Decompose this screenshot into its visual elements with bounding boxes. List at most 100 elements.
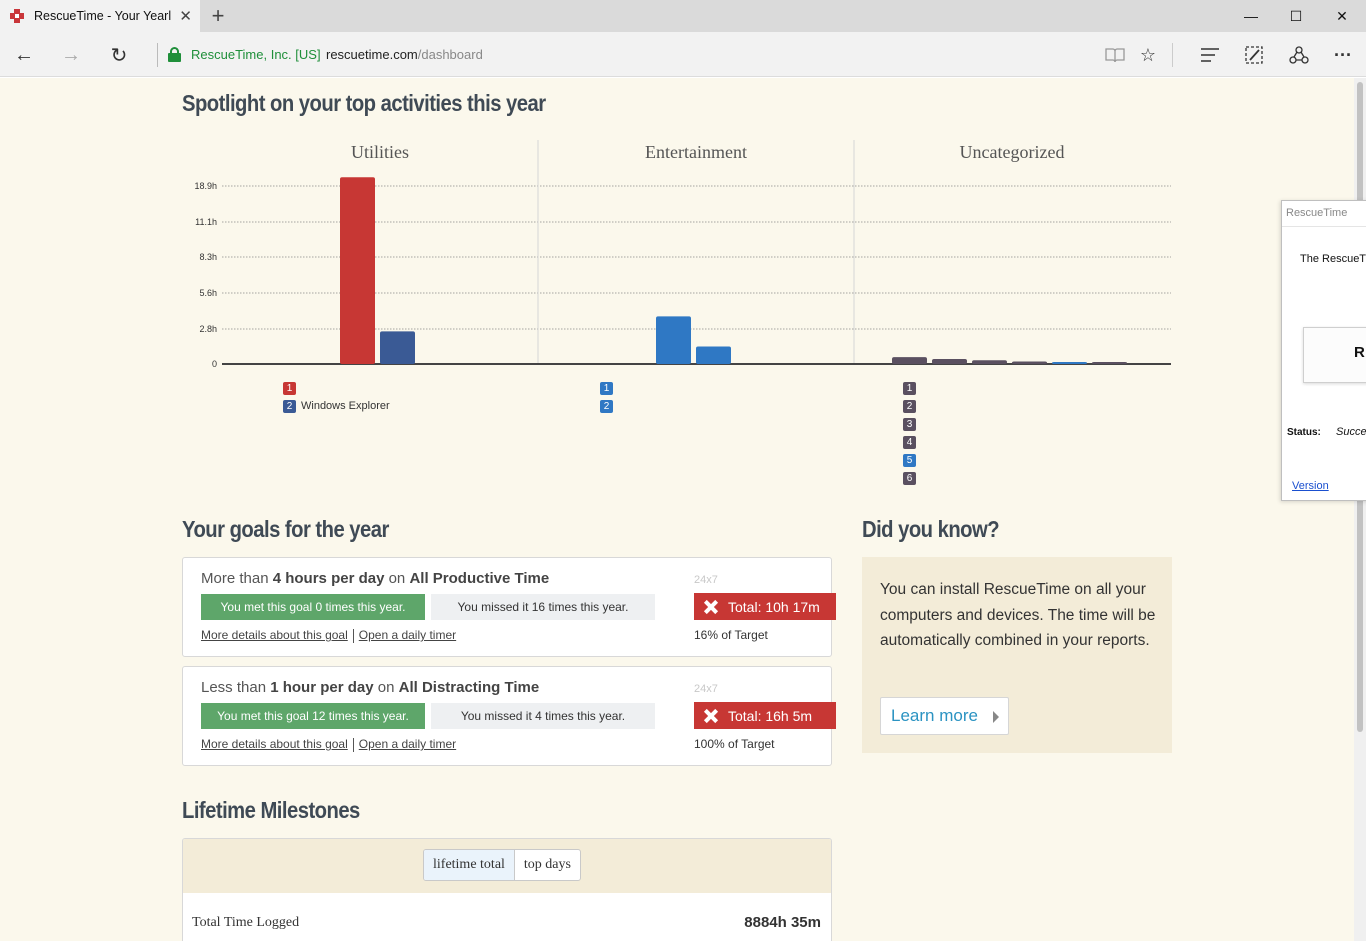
back-icon[interactable]: ← xyxy=(14,43,34,66)
nav-separator xyxy=(157,43,158,67)
address-bar[interactable]: rescuetime.com/dashboard xyxy=(326,47,483,62)
y-tick-label: 5.6h xyxy=(199,288,217,298)
favorites-star-icon[interactable]: ☆ xyxy=(1139,44,1157,65)
new-tab-icon[interactable]: + xyxy=(211,3,225,28)
fail-x-icon xyxy=(704,600,718,614)
bar-utilities-1 xyxy=(340,177,375,364)
legend-item: 2 xyxy=(600,397,618,415)
popup-title: RescueTime xyxy=(1286,207,1348,219)
goal-card-productive: More than 4 hours per day on All Product… xyxy=(182,557,836,657)
milestone-row-label: Total Time Logged xyxy=(192,915,300,930)
legend-utilities: 1 2 Windows Explorer xyxy=(283,379,390,415)
goal-percent: 100% of Target xyxy=(694,737,775,751)
refresh-icon[interactable]: ↻ xyxy=(110,44,128,67)
popup-message: The RescueTi xyxy=(1300,253,1366,265)
fail-x-icon xyxy=(704,709,718,723)
forward-icon[interactable]: → xyxy=(61,43,81,66)
milestone-row-value: 8884h 35m xyxy=(744,914,821,931)
goal-met-bar: You met this goal 0 times this year. xyxy=(201,594,425,620)
web-note-icon[interactable] xyxy=(1241,42,1267,68)
goal-details-link[interactable]: More details about this goal xyxy=(201,737,348,751)
did-you-know-title: Did you know? xyxy=(862,516,1000,542)
legend-rank-badge: 1 xyxy=(903,381,916,395)
goal-title: More than 4 hours per day on All Product… xyxy=(201,570,550,587)
url-domain: rescuetime.com xyxy=(326,47,418,62)
y-tick-label: 8.3h xyxy=(199,252,217,262)
learn-more-button[interactable]: Learn more xyxy=(880,697,1009,735)
goal-missed-bar: You missed it 4 times this year. xyxy=(431,703,655,729)
goal-links: More details about this goal Open a daily… xyxy=(201,737,456,752)
goal-details-link[interactable]: More details about this goal xyxy=(201,628,348,642)
close-window-icon[interactable]: ✕ xyxy=(1336,7,1348,24)
milestones-title: Lifetime Milestones xyxy=(182,797,360,823)
rescuetime-favicon-icon xyxy=(10,9,24,23)
legend-rank-badge: 2 xyxy=(283,399,296,413)
popup-status-value: Succe xyxy=(1336,426,1366,438)
legend-rank-badge: 4 xyxy=(903,435,916,449)
hub-icon[interactable] xyxy=(1197,42,1223,68)
did-you-know-text: You can install RescueTime on all your c… xyxy=(880,581,1156,649)
goal-total-badge: Total: 16h 5m xyxy=(694,702,836,729)
chart-bars xyxy=(340,177,1127,364)
legend-rank-badge: 2 xyxy=(600,399,613,413)
popup-status-label: Status: xyxy=(1287,427,1321,438)
legend-item: 1 xyxy=(903,379,921,397)
goal-missed-bar: You missed it 16 times this year. xyxy=(431,594,655,620)
close-tab-icon[interactable]: ✕ xyxy=(179,8,192,25)
tab-top-days[interactable]: top days xyxy=(523,857,571,872)
browser-tab[interactable]: RescueTime - Your Yearl ✕ xyxy=(0,0,200,32)
legend-uncategorized: 1 2 3 4 5 6 xyxy=(903,379,921,487)
bar-uncategorized-3 xyxy=(972,360,1007,364)
legend-item: 1 xyxy=(600,379,618,397)
certificate-label[interactable]: RescueTime, Inc. [US] xyxy=(191,47,321,62)
bar-entertainment-1 xyxy=(656,316,691,364)
category-label: Utilities xyxy=(351,142,409,162)
legend-item: 3 xyxy=(903,415,921,433)
legend-item: 2 xyxy=(903,397,921,415)
daily-timer-link[interactable]: Open a daily timer xyxy=(358,737,457,751)
legend-label: Windows Explorer xyxy=(301,400,390,412)
more-icon[interactable]: ··· xyxy=(1334,44,1352,65)
goal-schedule: 24x7 xyxy=(694,683,718,695)
legend-rank-badge: 1 xyxy=(600,381,613,395)
legend-rank-badge: 5 xyxy=(903,453,916,467)
minimize-icon[interactable]: — xyxy=(1244,8,1258,24)
title-bar: RescueTime - Your Yearl ✕ + — ☐ ✕ xyxy=(0,0,1366,32)
share-icon[interactable] xyxy=(1286,42,1312,68)
daily-timer-link[interactable]: Open a daily timer xyxy=(358,628,457,642)
navigation-bar: ← → ↻ RescueTime, Inc. [US] rescuetime.c… xyxy=(0,32,1366,77)
legend-item: 4 xyxy=(903,433,921,451)
goal-percent: 16% of Target xyxy=(694,628,768,642)
y-tick-label: 0 xyxy=(212,359,217,369)
spotlight-title: Spotlight on your top activities this ye… xyxy=(182,90,546,116)
rescuetime-popup-window: RescueTime The RescueTi R Status: Succe … xyxy=(1281,200,1366,501)
y-tick-label: 11.1h xyxy=(195,217,217,227)
lock-icon[interactable] xyxy=(168,47,181,62)
goals-title: Your goals for the year xyxy=(182,516,389,542)
legend-rank-badge: 6 xyxy=(903,471,916,485)
legend-rank-badge: 1 xyxy=(283,381,296,395)
goal-schedule: 24x7 xyxy=(694,574,718,586)
bar-uncategorized-6 xyxy=(1092,362,1127,364)
reading-view-icon[interactable] xyxy=(1102,42,1128,68)
popup-version-link[interactable]: Version xyxy=(1292,480,1329,492)
bar-uncategorized-5 xyxy=(1052,362,1087,364)
bar-utilities-2 xyxy=(380,331,415,364)
page-content: Spotlight on your top activities this ye… xyxy=(0,78,1354,941)
category-label: Entertainment xyxy=(645,142,747,162)
milestones-panel: lifetime total top days Total Time Logge… xyxy=(182,838,832,941)
goal-met-bar: You met this goal 12 times this year. xyxy=(201,703,425,729)
milestones-tabs: lifetime total top days xyxy=(423,849,581,881)
popup-button[interactable]: R xyxy=(1303,327,1366,383)
category-label: Uncategorized xyxy=(960,142,1065,162)
goal-title: Less than 1 hour per day on All Distract… xyxy=(201,679,540,696)
bar-uncategorized-4 xyxy=(1012,361,1047,364)
bar-entertainment-2 xyxy=(696,346,731,364)
tab-lifetime-total[interactable]: lifetime total xyxy=(424,850,515,880)
legend-item: 6 xyxy=(903,469,921,487)
milestones-header: lifetime total top days xyxy=(183,839,831,893)
popup-titlebar[interactable] xyxy=(1282,201,1366,227)
toolbar-separator xyxy=(1172,43,1173,67)
maximize-icon[interactable]: ☐ xyxy=(1289,7,1303,24)
